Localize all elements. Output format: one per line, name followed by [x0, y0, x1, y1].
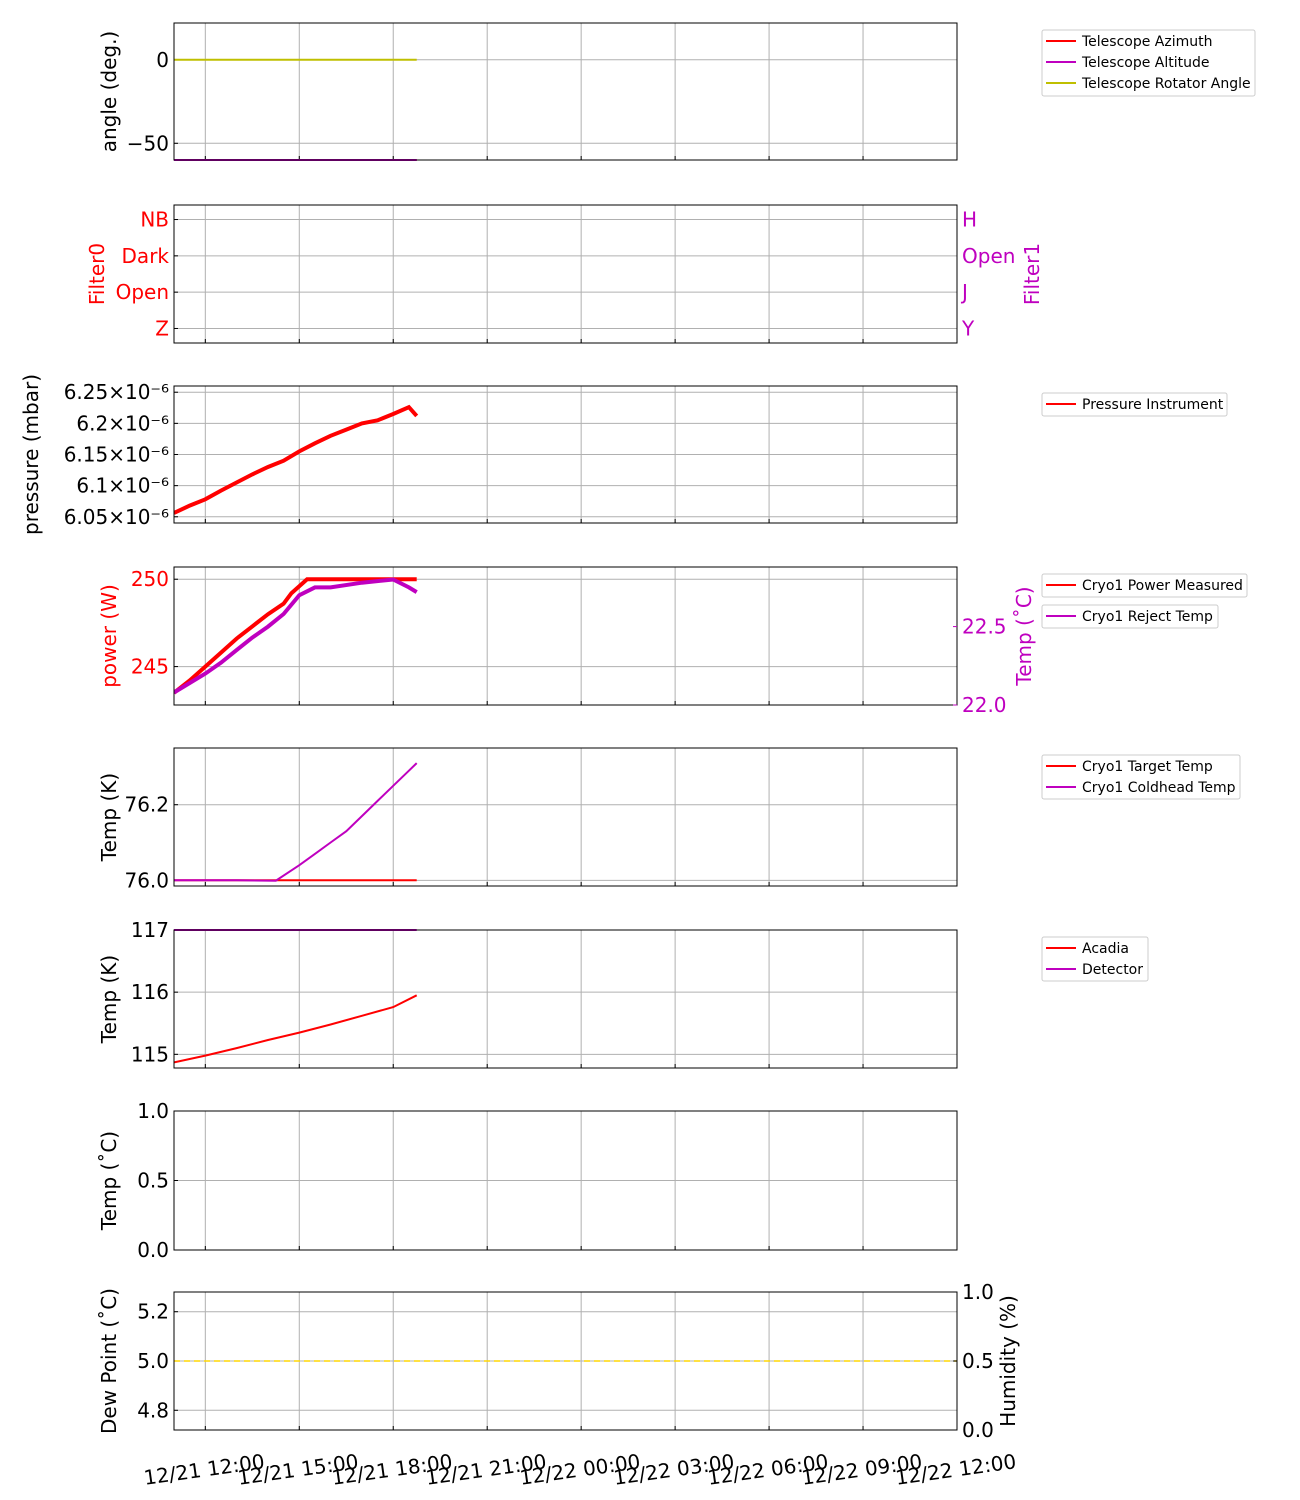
y-tick-label-right: 1.0: [962, 1280, 994, 1304]
y-tick-label-right: H: [962, 208, 977, 232]
y-tick-label: 6.25×10⁻⁶: [64, 380, 169, 404]
axes-frame: [173, 747, 958, 887]
y-tick-label: 1.0: [137, 1099, 169, 1123]
y-axis-label-right: Filter1: [1020, 243, 1044, 305]
y-tick-label: 6.05×10⁻⁶: [64, 505, 169, 529]
y-tick-label: Dark: [122, 244, 170, 268]
panel-7: 0.0 0.5 1.0 Temp (˚C): [97, 1099, 958, 1262]
y-tick-label: 250: [131, 567, 169, 591]
series-line: [174, 994, 418, 1064]
y-tick-label: 0.5: [137, 1169, 169, 1193]
axes-frame: [173, 385, 958, 524]
series-line: [174, 762, 418, 882]
legend-label: Cryo1 Target Temp: [1082, 759, 1213, 775]
y-tick-label-right: 0.0: [962, 1418, 994, 1442]
y-tick-label: Open: [116, 280, 169, 304]
legend-box: [1041, 754, 1241, 800]
y-tick-label: 6.1×10⁻⁶: [76, 474, 169, 498]
legend: Acadia Detector: [1041, 936, 1149, 982]
y-tick-label-right: J: [960, 280, 968, 304]
axes-frame: [173, 1110, 958, 1251]
axes-frame: [173, 22, 958, 161]
y-tick-label-right: 0.5: [962, 1349, 994, 1373]
y-tick-label: NB: [140, 208, 169, 232]
y-axis-label: angle (deg.): [97, 31, 121, 153]
y-tick-label: 5.0: [137, 1349, 169, 1373]
series-line: [174, 577, 417, 695]
axes-frame: [173, 204, 958, 344]
y-tick-label-right: Y: [961, 316, 975, 340]
panel-2: Z Open Dark NB YJ Open H Filter0 Filter1: [85, 204, 1044, 344]
legend: Telescope Azimuth Telescope Altitude Teles…: [1041, 29, 1256, 97]
legend-label: Cryo1 Coldhead Temp: [1082, 780, 1236, 796]
series-line: [174, 404, 419, 515]
y-axis-label: Temp (K): [97, 955, 121, 1044]
panel-8: 4.8 5.0 5.2 0.0 0.5 1.0 Dew Point (˚C) Humidity…: [97, 1280, 1020, 1442]
y-tick-label: 117: [131, 918, 169, 942]
legend-label: Telescope Altitude: [1081, 55, 1210, 71]
legend-box: [1041, 573, 1248, 598]
y-tick-label: 0.0: [137, 1238, 169, 1262]
y-tick-label: 245: [131, 655, 169, 679]
y-tick-label: 115: [131, 1042, 169, 1066]
series-line: [174, 577, 418, 695]
panel-3: 6.05×10⁻⁶ 6.1×10⁻⁶ 6.15×10⁻⁶ 6.2×10⁻⁶ 6.25×1…: [19, 374, 1228, 535]
legend-box: [1041, 604, 1219, 629]
y-axis-label: Temp (K): [97, 773, 121, 862]
y-tick-label: −50: [127, 131, 169, 155]
y-tick-label: 116: [131, 980, 169, 1004]
y-axis-label-right: Humidity (%): [996, 1295, 1020, 1427]
legend-box: [1041, 392, 1228, 417]
y-tick-label-right: Open: [962, 244, 1015, 268]
legend: Pressure Instrument: [1041, 392, 1228, 417]
y-axis-label: pressure (mbar): [19, 374, 43, 535]
axes-frame: [173, 929, 958, 1069]
y-axis-label-right: Temp (˚C): [1012, 586, 1036, 686]
legend-label: Cryo1 Reject Temp: [1082, 609, 1213, 625]
legend-label: Telescope Azimuth: [1081, 34, 1212, 50]
y-tick-label: 0: [156, 48, 169, 72]
legend: Cryo1 Power Measured Cryo1 Reject Temp: [1041, 573, 1248, 629]
y-tick-label: 76.0: [124, 868, 169, 892]
y-axis-label: Filter0: [85, 243, 109, 305]
y-tick-label: 4.8: [137, 1398, 169, 1422]
y-axis-label: Temp (˚C): [97, 1131, 121, 1231]
legend-label: Acadia: [1082, 941, 1129, 957]
y-tick-label: 6.15×10⁻⁶: [64, 443, 169, 467]
y-tick-label: Z: [155, 316, 169, 340]
legend-label: Cryo1 Power Measured: [1082, 578, 1243, 594]
panel-6: 115 116 117 Temp (K) Acadia Detector: [97, 918, 1149, 1069]
y-tick-label-right: 22.0: [962, 693, 1007, 717]
y-tick-label: 5.2: [137, 1300, 169, 1324]
legend-label: Telescope Rotator Angle: [1081, 76, 1251, 92]
y-tick-label: 6.2×10⁻⁶: [76, 411, 169, 435]
y-tick-label-right: 22.5: [962, 615, 1007, 639]
legend-label: Detector: [1082, 962, 1143, 978]
legend: Cryo1 Target Temp Cryo1 Coldhead Temp: [1041, 754, 1241, 800]
y-tick-label: 76.2: [124, 793, 169, 817]
axes-frame: [173, 566, 958, 706]
y-axis-label: Dew Point (˚C): [97, 1288, 121, 1434]
legend-label: Pressure Instrument: [1082, 397, 1224, 413]
legend-box: [1041, 29, 1256, 97]
y-axis-label: power (W): [97, 584, 121, 688]
